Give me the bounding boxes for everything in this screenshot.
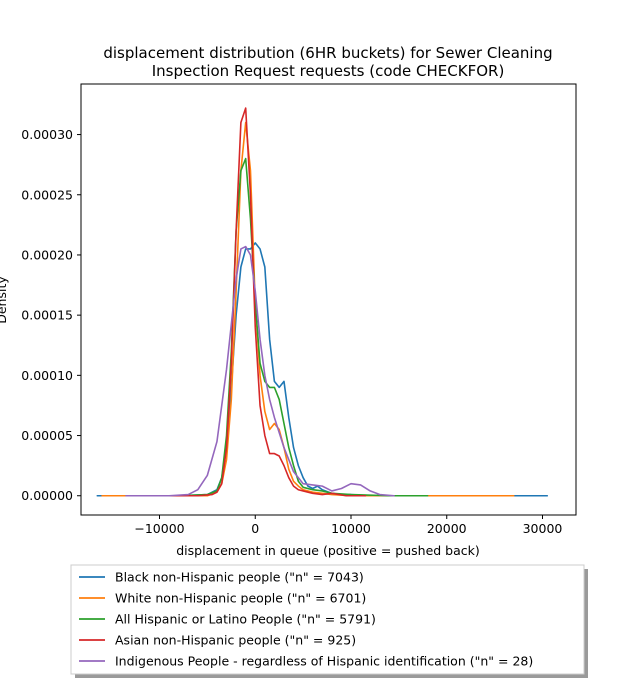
y-tick-label: 0.00005 xyxy=(21,428,73,443)
legend: Black non-Hispanic people ("n" = 7043) Wh… xyxy=(70,564,588,678)
y-tick-label: 0.00020 xyxy=(21,247,73,262)
chart-title-line-1: displacement distribution (6HR buckets) … xyxy=(103,44,552,62)
legend-label-1: Black non-Hispanic people ("n" = 7043) xyxy=(115,570,364,585)
y-tick-label: 0.00025 xyxy=(21,187,73,202)
y-tick-label: 0.00030 xyxy=(21,127,73,142)
x-tick-label: −10000 xyxy=(134,521,184,536)
series-line-2 xyxy=(101,121,515,497)
chart-title-line-2: Inspection Request requests (code CHECKF… xyxy=(152,62,505,80)
legend-label-5: Indigenous People - regardless of Hispan… xyxy=(115,654,533,669)
legend-label-3: All Hispanic or Latino People ("n" = 579… xyxy=(115,612,376,627)
x-tick-label: 0 xyxy=(251,521,259,536)
x-axis: −10000 0 10000 20000 30000 xyxy=(134,515,562,536)
legend-label-2: White non-Hispanic people ("n" = 6701) xyxy=(115,591,366,606)
series-line-1 xyxy=(96,242,549,497)
series-line-3 xyxy=(134,157,429,497)
legend-label-4: Asian non-Hispanic people ("n" = 925) xyxy=(115,633,356,648)
axes-frame xyxy=(80,83,577,516)
series-line-5 xyxy=(125,245,395,497)
x-tick-label: 30000 xyxy=(523,521,563,536)
y-axis: 0.00000 0.00005 0.00010 0.00015 0.00020 0.000… xyxy=(21,127,81,503)
y-tick-label: 0.00010 xyxy=(21,368,73,383)
series-line-4 xyxy=(158,107,367,497)
x-tick-label: 20000 xyxy=(427,521,467,536)
chart-title: displacement distribution (6HR buckets) … xyxy=(103,44,552,80)
y-tick-label: 0.00015 xyxy=(21,308,73,323)
x-tick-label: 10000 xyxy=(331,521,371,536)
y-tick-label: 0.00000 xyxy=(21,488,73,503)
x-axis-label: displacement in queue (positive = pushed… xyxy=(176,543,480,558)
y-axis-label: Density xyxy=(0,276,9,324)
legend-box xyxy=(70,564,585,675)
plot-curves xyxy=(96,107,549,497)
